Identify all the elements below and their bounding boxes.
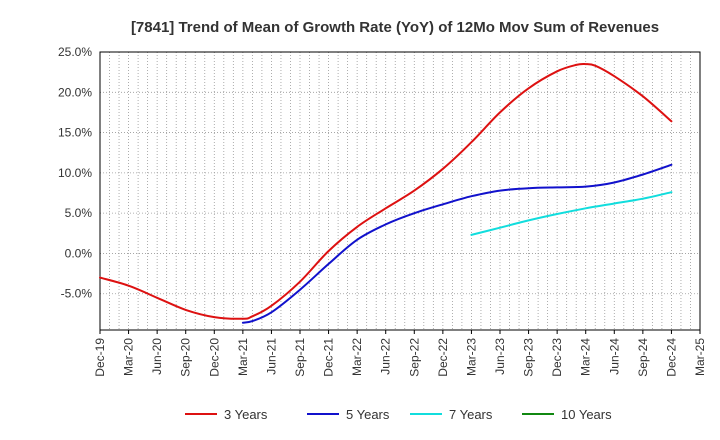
legend-label-3-years: 3 Years — [224, 407, 268, 422]
x-tick-label: Sep-21 — [293, 338, 307, 377]
x-tick-label: Mar-25 — [693, 338, 707, 376]
series-line-3-years — [99, 62, 673, 320]
x-tick-label: Mar-24 — [579, 338, 593, 376]
x-tick-label: Dec-21 — [322, 338, 336, 377]
x-tick-label: Sep-20 — [179, 338, 193, 377]
x-tick-label: Dec-19 — [93, 338, 107, 377]
x-tick-label: Sep-23 — [522, 338, 536, 377]
x-axis: Dec-19 Mar-20 Jun-20 Sep-20 Dec-20 Mar-21 Jun-… — [93, 330, 707, 377]
x-tick-label: Mar-22 — [350, 338, 364, 376]
y-tick-label: 20.0% — [58, 85, 92, 99]
legend-label-10-years: 10 Years — [561, 407, 612, 422]
x-tick-label: Dec-23 — [550, 338, 564, 377]
x-tick-label: Jun-22 — [379, 338, 393, 375]
x-tick-label: Mar-20 — [122, 338, 136, 376]
plot-area — [99, 51, 701, 331]
x-tick-label: Jun-23 — [493, 338, 507, 375]
y-tick-label: -5.0% — [61, 287, 93, 301]
chart-title: [7841] Trend of Mean of Growth Rate (YoY… — [131, 19, 659, 36]
series-line-7-years — [470, 191, 673, 236]
y-tick-label: 25.0% — [58, 45, 92, 59]
y-tick-label: 15.0% — [58, 126, 92, 140]
y-axis: 25.0% 20.0% 15.0% 10.0% 5.0% 0.0% -5.0% — [58, 45, 92, 301]
legend-label-5-years: 5 Years — [346, 407, 390, 422]
x-tick-label: Jun-21 — [264, 338, 278, 375]
series-line-5-years — [241, 163, 673, 324]
x-tick-label: Dec-22 — [436, 338, 450, 377]
x-tick-label: Jun-24 — [607, 338, 621, 375]
x-tick-label: Mar-21 — [236, 338, 250, 376]
legend: 3 Years 5 Years 7 Years 10 Years — [185, 407, 612, 422]
x-tick-label: Dec-24 — [664, 338, 678, 377]
x-tick-label: Mar-23 — [464, 338, 478, 376]
y-tick-label: 10.0% — [58, 166, 92, 180]
x-tick-label: Sep-24 — [636, 338, 650, 377]
grid — [100, 52, 700, 330]
x-tick-label: Jun-20 — [150, 338, 164, 375]
y-tick-label: 0.0% — [65, 246, 93, 260]
x-tick-label: Sep-22 — [407, 338, 421, 377]
series-layer — [99, 62, 673, 324]
legend-label-7-years: 7 Years — [449, 407, 493, 422]
y-tick-label: 5.0% — [65, 206, 93, 220]
x-tick-label: Dec-20 — [207, 338, 221, 377]
